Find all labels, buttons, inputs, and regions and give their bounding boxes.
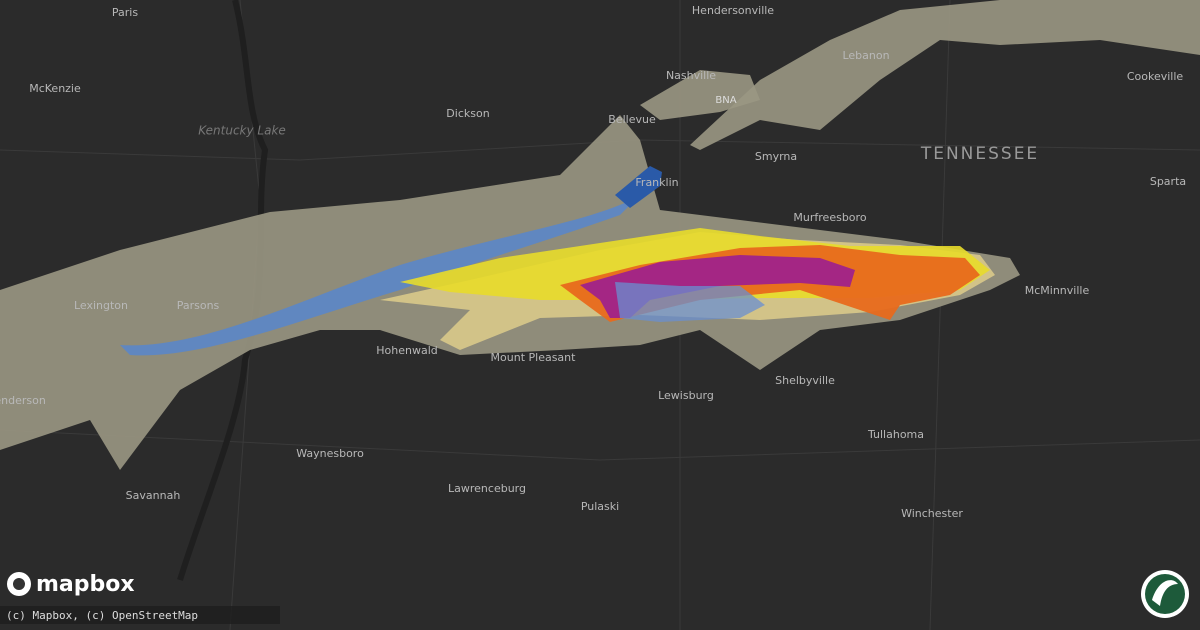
swath xyxy=(615,282,765,322)
place-label: Henderson xyxy=(0,394,46,407)
place-label: Pulaski xyxy=(581,500,619,513)
attribution-bar xyxy=(0,606,280,624)
place-label: Murfreesboro xyxy=(793,211,866,224)
place-label: Parsons xyxy=(177,299,220,312)
place-label: Nashville xyxy=(666,69,716,82)
place-label: Smyrna xyxy=(755,150,797,163)
place-label: McKenzie xyxy=(29,82,81,95)
mapbox-logo: mapbox xyxy=(7,572,135,597)
airport-label: BNA xyxy=(715,95,736,106)
place-label: Cookeville xyxy=(1127,70,1184,83)
place-label: Lebanon xyxy=(842,49,889,62)
swath xyxy=(120,195,640,356)
labels: Paris Hendersonville Nashville McKenzie Dick… xyxy=(0,4,1186,520)
place-label: Paris xyxy=(112,6,138,19)
place-label: McMinnville xyxy=(1025,284,1090,297)
swath xyxy=(615,166,662,208)
badge xyxy=(1145,574,1185,614)
place-label: Waynesboro xyxy=(296,447,364,460)
place-label: Lexington xyxy=(74,299,128,312)
place-label: Shelbyville xyxy=(775,374,835,387)
brand-badge xyxy=(1141,570,1189,618)
region-label: TENNESSEE xyxy=(920,144,1039,164)
place-label: Franklin xyxy=(635,176,678,189)
logo-text: mapbox xyxy=(36,572,135,597)
place-label: Mount Pleasant xyxy=(491,351,577,364)
place-label: Lawrenceburg xyxy=(448,482,526,495)
hail-swaths xyxy=(0,0,1200,470)
attribution: (c) Mapbox, (c) OpenStreetMap xyxy=(6,609,198,622)
badge-mark xyxy=(1152,580,1178,606)
place-label: Winchester xyxy=(901,507,963,520)
place-label: Lewisburg xyxy=(658,389,714,402)
place-label: Bellevue xyxy=(608,113,656,126)
swath xyxy=(690,0,1200,150)
place-label: Sparta xyxy=(1150,175,1186,188)
place-label: Savannah xyxy=(126,489,181,502)
place-label: Hendersonville xyxy=(692,4,774,17)
place-label: Tullahoma xyxy=(867,428,924,441)
swath xyxy=(640,70,760,120)
lake-label: Kentucky Lake xyxy=(198,124,286,138)
place-label: Dickson xyxy=(446,107,489,120)
place-label: Hohenwald xyxy=(376,344,438,357)
logo-icon xyxy=(13,578,25,590)
